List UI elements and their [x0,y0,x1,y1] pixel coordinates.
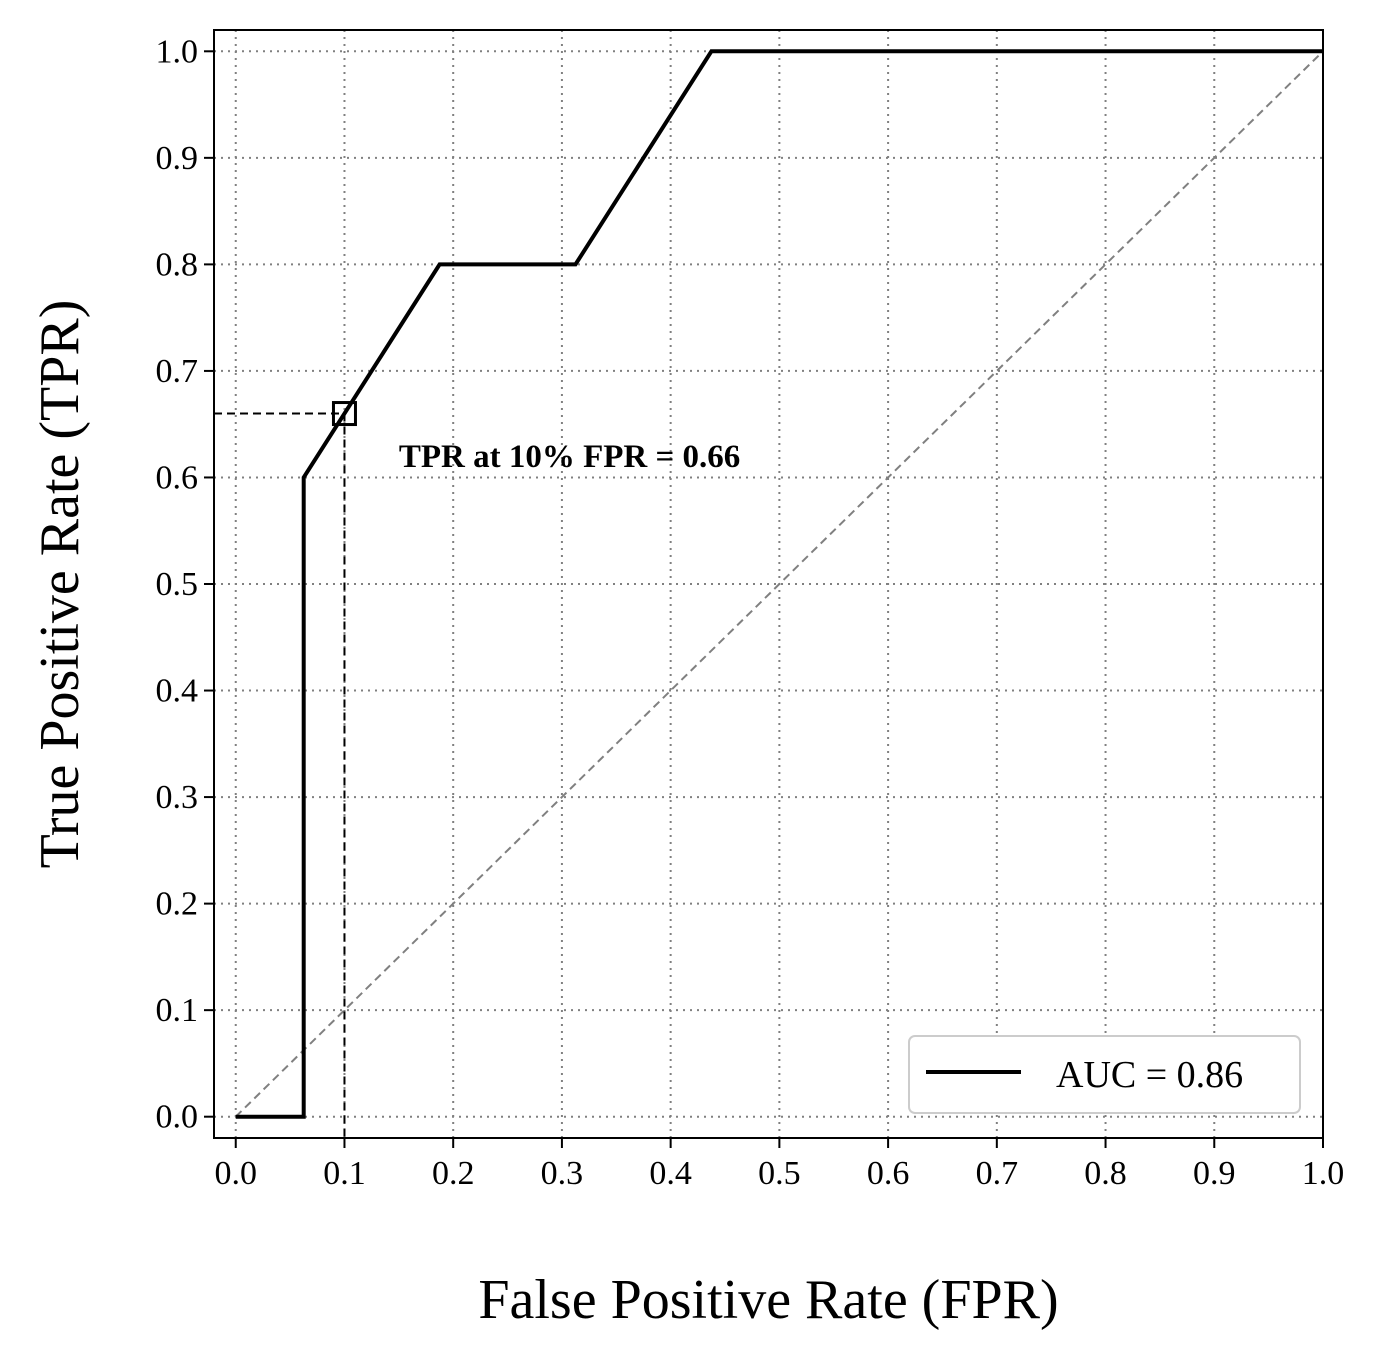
x-tick-label: 0.9 [1193,1155,1236,1192]
legend-entry: AUC = 0.86 [1056,1054,1243,1096]
x-tick-label: 0.3 [541,1155,584,1192]
roc-curve-line [235,49,1323,1119]
y-tick-label: 0.8 [156,246,199,283]
annotation-text: TPR at 10% FPR = 0.66 [399,439,740,475]
y-tick-label: 0.9 [156,140,199,177]
y-tick-label: 0.7 [156,353,199,390]
y-tick-label: 0.1 [156,992,199,1029]
y-tick-label: 1.0 [156,33,199,70]
x-tick-label: 0.0 [214,1155,257,1192]
legend-box [908,1035,1301,1114]
x-tick-label: 1.0 [1302,1155,1345,1192]
y-tick-label: 0.4 [156,673,199,710]
x-tick-label: 0.5 [758,1155,801,1192]
y-tick-label: 0.5 [156,566,199,603]
legend: AUC = 0.86 [908,1035,1301,1114]
reference-diagonal [235,50,1324,1118]
x-tick-label: 0.4 [649,1155,692,1192]
x-axis-label: False Positive Rate (FPR) [478,1269,1058,1331]
x-tick-label: 0.7 [976,1155,1019,1192]
y-tick-label: 0.0 [156,1099,199,1136]
threshold-marker [331,401,357,427]
x-tick-label: 0.6 [867,1155,910,1192]
y-tick-label: 0.2 [156,886,199,923]
x-tick-label: 0.2 [432,1155,475,1192]
reference-line [235,50,1324,1118]
x-tick-label: 0.1 [323,1155,366,1192]
ticks: 0.0 0.1 0.2 0.3 0.4 0.5 0.6 0.7 0.8 0.9 1.0 0.0 0.1 0… [156,33,1345,1192]
y-tick-label: 0.3 [156,779,199,816]
series-layer [235,49,1323,1119]
x-tick-label: 0.8 [1084,1155,1127,1192]
y-axis-label: True Positive Rate (TPR) [29,300,91,869]
y-tick-label: 0.6 [156,459,199,496]
threshold-guides [214,412,346,1138]
